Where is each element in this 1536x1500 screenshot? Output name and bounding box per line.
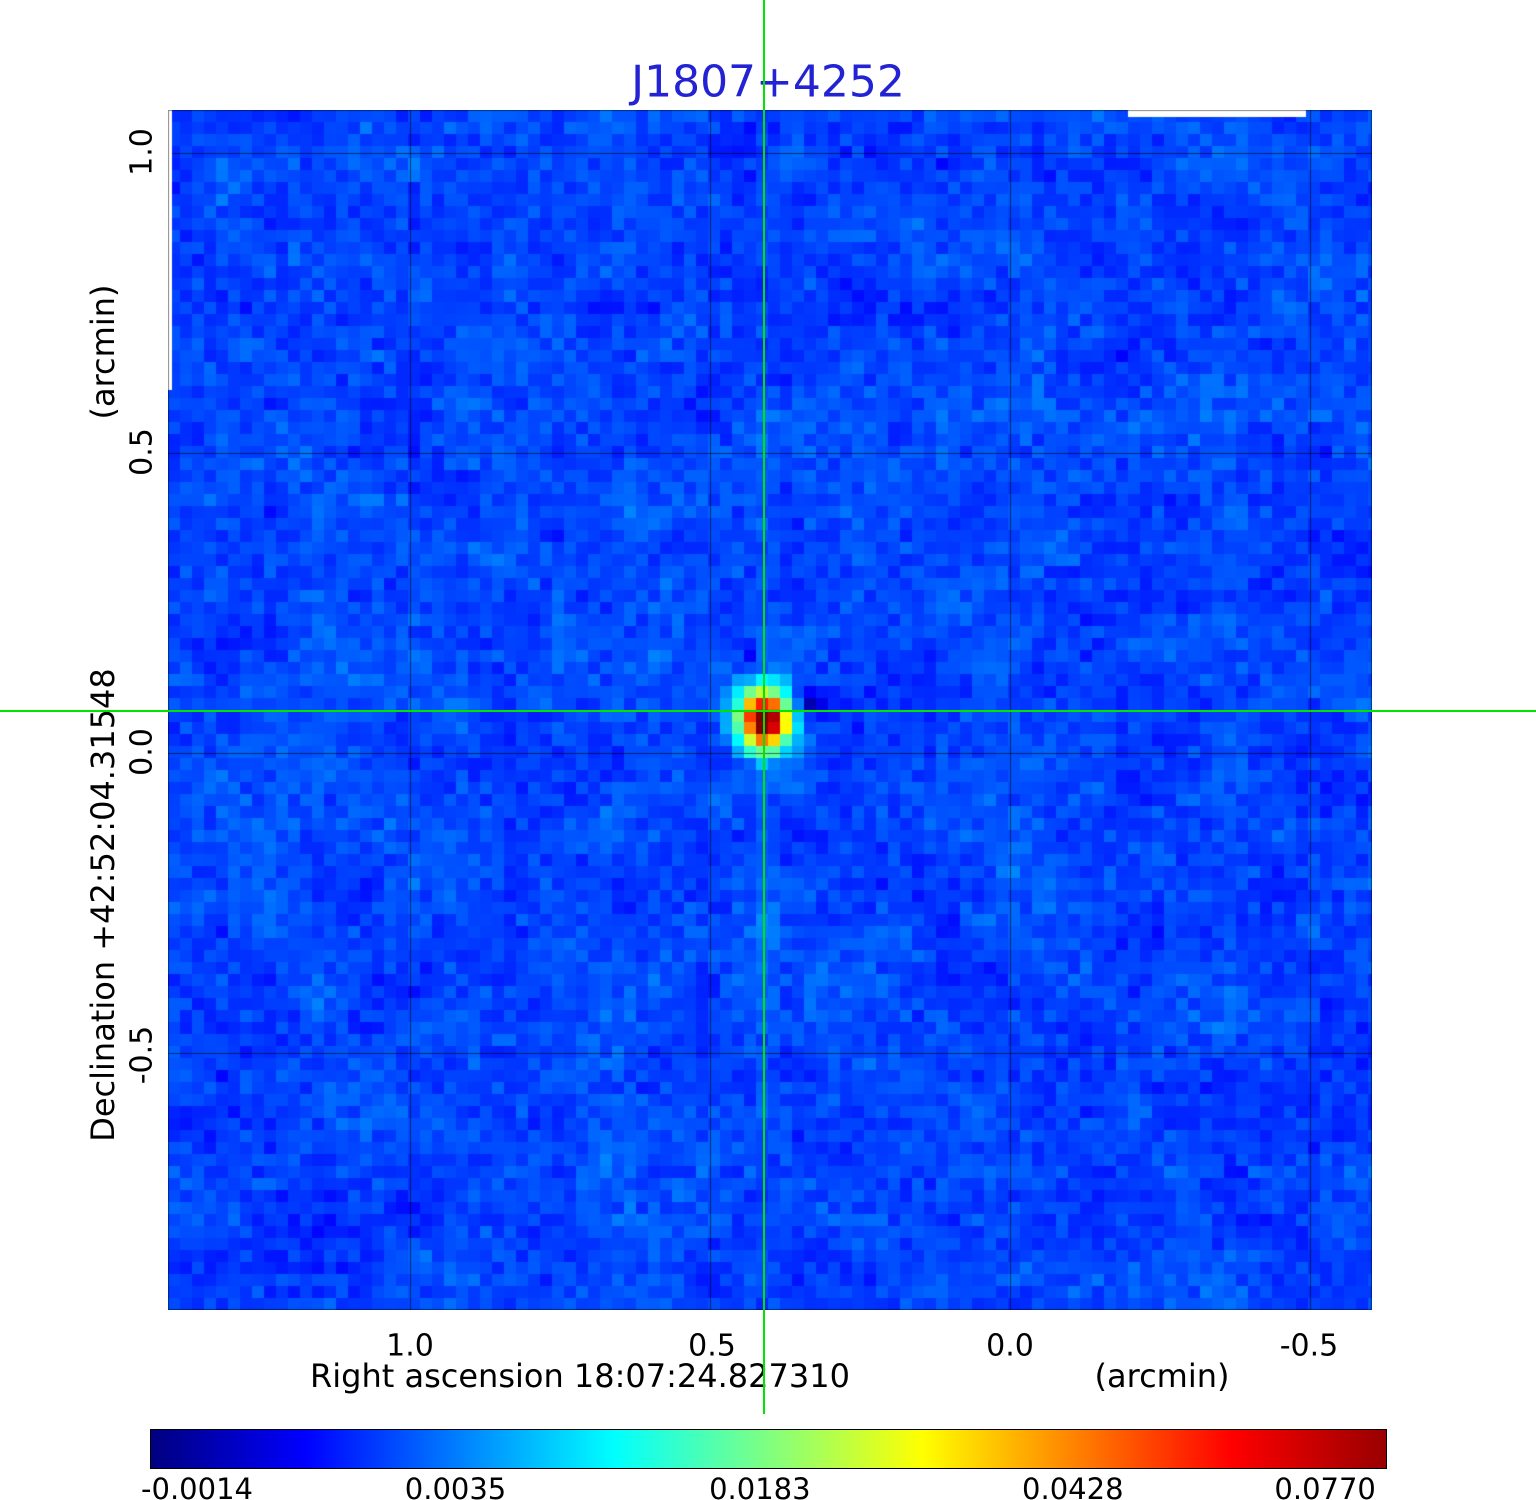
y-tick-label: 0.5	[124, 428, 160, 476]
colorbar-tick-label: 0.0183	[709, 1472, 811, 1500]
y-tick-label: 0.0	[124, 728, 160, 776]
y-tick-label: 1.0	[124, 128, 160, 176]
colorbar	[150, 1429, 1387, 1469]
plot-title: J1807+4252	[631, 56, 905, 108]
colorbar-tick-label: -0.0014	[141, 1472, 253, 1500]
x-tick-label: 1.0	[386, 1328, 434, 1364]
colorbar-labels: -0.0014 0.0035 0.0183 0.0428 0.0770	[141, 1472, 1387, 1500]
image-plot	[168, 110, 1372, 1310]
x-tick-label: 0.5	[688, 1328, 736, 1364]
x-axis-title: Right ascension 18:07:24.827310	[310, 1357, 850, 1395]
x-tick-label: -0.5	[1279, 1328, 1339, 1364]
y-axis-title: Declination +42:52:04.31548	[84, 668, 122, 1142]
sky-image-canvas	[168, 110, 1372, 1310]
colorbar-tick-label: 0.0428	[1022, 1472, 1124, 1500]
y-tick-label: -0.5	[124, 1025, 160, 1085]
x-tick-label: 0.0	[986, 1328, 1034, 1364]
y-axis-unit-label: (arcmin)	[84, 284, 122, 420]
colorbar-tick-label: 0.0035	[404, 1472, 507, 1500]
x-axis-unit-label: (arcmin)	[1094, 1357, 1230, 1395]
colorbar-tick-label: 0.0770	[1274, 1472, 1376, 1500]
